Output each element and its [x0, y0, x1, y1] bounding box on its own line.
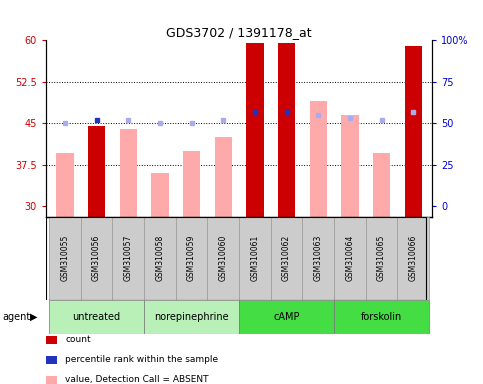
Bar — [144, 300, 239, 334]
Bar — [119, 129, 137, 217]
Text: percentile rank within the sample: percentile rank within the sample — [65, 355, 218, 364]
Text: GSM310055: GSM310055 — [60, 235, 70, 281]
Text: GSM310061: GSM310061 — [250, 235, 259, 281]
Bar — [49, 300, 144, 334]
Bar — [176, 217, 207, 300]
Text: value, Detection Call = ABSENT: value, Detection Call = ABSENT — [65, 375, 209, 384]
Bar — [246, 43, 264, 217]
Text: forskolin: forskolin — [361, 312, 402, 322]
Text: GSM310064: GSM310064 — [345, 235, 355, 281]
Bar — [334, 300, 429, 334]
Text: GSM310058: GSM310058 — [156, 235, 164, 281]
Bar — [214, 137, 232, 217]
Bar — [207, 217, 239, 300]
Text: GSM310059: GSM310059 — [187, 235, 196, 281]
Bar — [271, 217, 302, 300]
Text: GSM310062: GSM310062 — [282, 235, 291, 281]
Bar — [49, 217, 81, 300]
Text: GSM310066: GSM310066 — [409, 235, 418, 281]
Bar — [341, 115, 359, 217]
Text: ▶: ▶ — [30, 312, 38, 322]
Text: GSM310060: GSM310060 — [219, 235, 228, 281]
Text: untreated: untreated — [72, 312, 121, 322]
Bar — [56, 154, 73, 217]
Bar — [81, 217, 113, 300]
Bar — [183, 151, 200, 217]
Bar — [278, 43, 295, 217]
Text: count: count — [65, 335, 91, 344]
Bar — [334, 217, 366, 300]
Bar — [398, 217, 429, 300]
Bar — [239, 300, 334, 334]
Bar — [239, 217, 271, 300]
Text: norepinephrine: norepinephrine — [154, 312, 229, 322]
Bar — [405, 46, 422, 217]
Text: GSM310065: GSM310065 — [377, 235, 386, 281]
Bar — [88, 126, 105, 217]
Text: cAMP: cAMP — [273, 312, 300, 322]
Text: agent: agent — [2, 312, 30, 322]
Bar — [151, 173, 169, 217]
Bar — [113, 217, 144, 300]
Bar — [366, 217, 398, 300]
Text: GSM310063: GSM310063 — [314, 235, 323, 281]
Bar — [144, 217, 176, 300]
Bar — [310, 101, 327, 217]
Bar — [302, 217, 334, 300]
Text: GSM310057: GSM310057 — [124, 235, 133, 281]
Title: GDS3702 / 1391178_at: GDS3702 / 1391178_at — [166, 26, 312, 39]
Bar — [373, 154, 390, 217]
Text: GSM310056: GSM310056 — [92, 235, 101, 281]
